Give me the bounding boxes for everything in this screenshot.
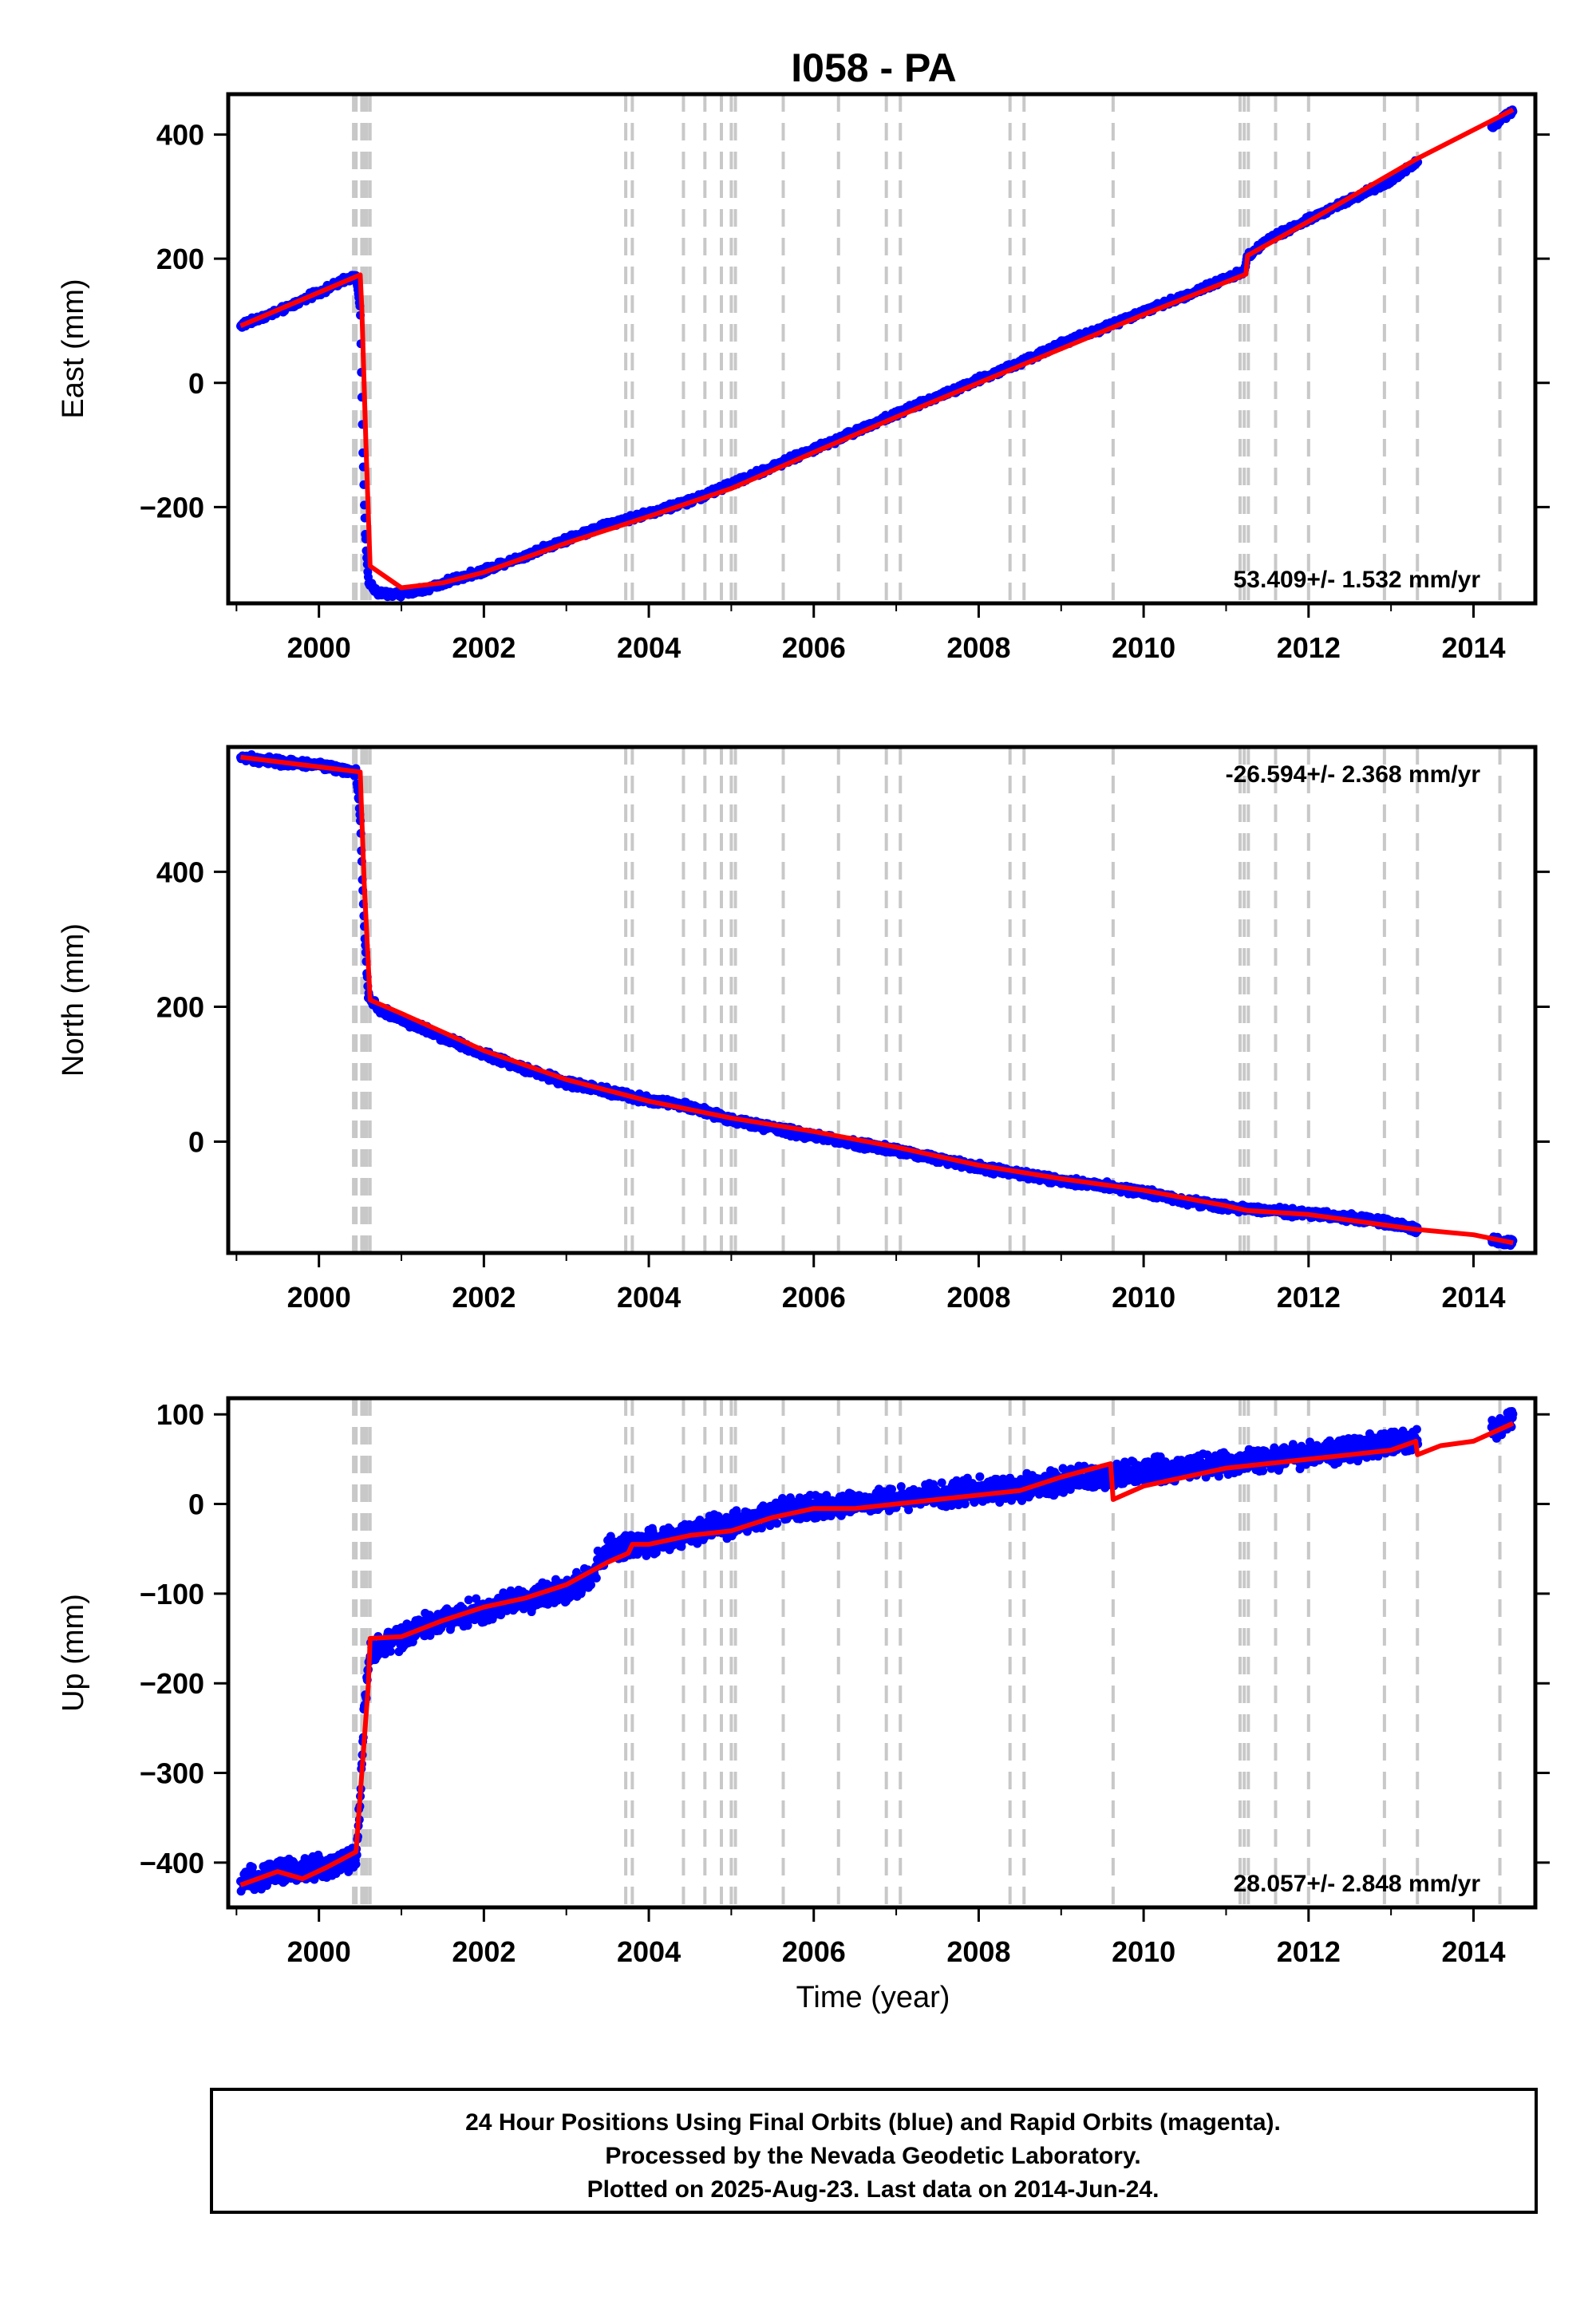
rate-annotation: 53.409+/- 1.532 mm/yr	[1234, 567, 1481, 593]
north-panel: 2000 2002 2004 2006 2008 2010 2012 2014 0 200 400 N…	[57, 745, 1550, 1314]
x-tick-label: 2012	[1277, 1281, 1341, 1314]
x-tick-label: 2000	[287, 1281, 351, 1314]
x-tick-label: 2002	[452, 1281, 516, 1314]
y-axis-label: North (mm)	[57, 923, 90, 1077]
x-tick-label: 2010	[1112, 1281, 1175, 1314]
data-points	[236, 749, 1518, 1251]
event-lines	[352, 94, 1502, 603]
y-tick-label: 400	[156, 856, 204, 888]
y-tick-label: 200	[156, 243, 204, 275]
rate-annotation: -26.594+/- 2.368 mm/yr	[1226, 761, 1481, 788]
x-tick-label: 2008	[946, 1281, 1010, 1314]
plot-frame	[226, 92, 1538, 606]
model-line	[240, 754, 1514, 1246]
x-tick-label: 2006	[782, 1281, 846, 1314]
x-tick-label: 2004	[617, 631, 681, 664]
east-panel: 2000 2002 2004 2006 2008 2010 2012 2014 −200 0 200…	[57, 92, 1550, 664]
plot-frame	[226, 745, 1538, 1255]
y-tick-label: 0	[188, 367, 204, 400]
data-points	[236, 105, 1518, 602]
x-tick-label: 2006	[782, 631, 846, 664]
y-tick-label: 200	[156, 990, 204, 1023]
model-line	[239, 107, 1515, 591]
y-axis-label: East (mm)	[57, 279, 90, 418]
y-tick-label: 0	[188, 1126, 204, 1159]
x-tick-label: 2004	[617, 1281, 681, 1314]
event-lines	[352, 1398, 1502, 1907]
x-tick-label: 2014	[1441, 631, 1505, 664]
event-lines	[352, 747, 1502, 1253]
chart-title: I058 - PA	[791, 45, 957, 90]
x-tick-label: 2014	[1441, 1281, 1505, 1314]
y-tick-label: 400	[156, 119, 204, 152]
x-tick-label: 2010	[1112, 631, 1175, 664]
x-tick-label: 2002	[452, 631, 516, 664]
x-tick-label: 2000	[287, 631, 351, 664]
up-panel: 2000 2002 2004 2006 2008 2010 2012 2014−400−300…	[57, 1396, 1550, 1968]
x-tick-label: 2012	[1277, 631, 1341, 664]
x-tick-label: 2008	[946, 631, 1010, 664]
y-tick-label: −200	[140, 491, 204, 524]
